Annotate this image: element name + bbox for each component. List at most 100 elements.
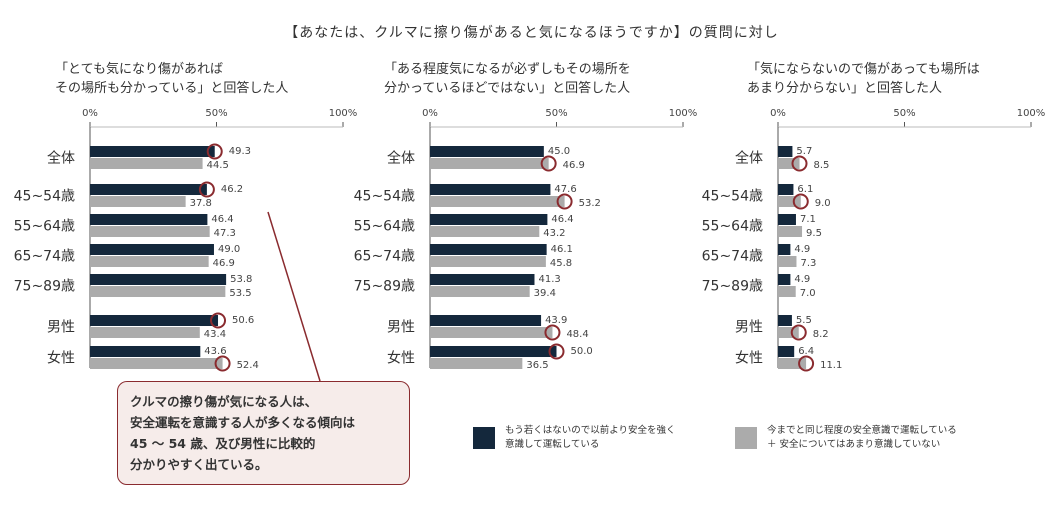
value-label: 7.3 <box>800 258 816 269</box>
bar-series-2 <box>778 358 807 369</box>
value-label: 45.8 <box>550 258 572 269</box>
x-tick-label: 100% <box>329 108 358 119</box>
callout-pointer-line <box>267 211 321 382</box>
bar-series-1 <box>430 244 547 255</box>
highlight-circle <box>210 312 227 329</box>
bar-series-2 <box>90 327 200 338</box>
bar-series-2 <box>90 196 186 207</box>
value-label: 7.1 <box>800 214 816 225</box>
bar-series-1 <box>90 214 208 225</box>
category-label: 45~54歳 <box>354 189 415 205</box>
value-label: 43.4 <box>204 329 226 340</box>
highlight-circle <box>792 193 809 210</box>
value-label: 6.4 <box>798 346 814 357</box>
value-label: 53.2 <box>579 198 601 209</box>
x-tick-label: 0% <box>422 108 438 119</box>
value-label: 48.4 <box>566 329 588 340</box>
value-label: 53.8 <box>230 274 252 285</box>
bar-series-2 <box>778 226 803 237</box>
category-label: 男性 <box>47 320 75 336</box>
legend-label-dark: もう若くはないので以前より安全を強く 意識して運転している <box>505 425 676 450</box>
bar-series-2 <box>778 158 800 169</box>
value-label: 47.3 <box>214 228 236 239</box>
category-label: 75~89歳 <box>14 279 75 295</box>
bar-series-2 <box>778 327 799 338</box>
bar-series-1 <box>778 315 792 326</box>
value-label: 43.2 <box>543 228 565 239</box>
bar-series-2 <box>90 226 210 237</box>
value-label: 6.1 <box>797 184 813 195</box>
legend-item-gray: 今までと同じ程度の安全意識で運転している ＋ 安全についてはあまり意識していない <box>735 424 957 452</box>
bar-series-2 <box>430 327 553 338</box>
bar-series-1 <box>90 184 207 195</box>
highlight-circle <box>791 155 808 172</box>
bar-series-2 <box>778 196 801 207</box>
category-label: 全体 <box>735 150 763 167</box>
bar-series-1 <box>430 214 548 225</box>
bar-series-1 <box>430 184 551 195</box>
bar-series-2 <box>430 358 523 369</box>
category-label: 45~54歳 <box>702 189 763 205</box>
value-label: 5.5 <box>796 315 812 326</box>
callout-note: クルマの擦り傷が気になる人は、 安全運転を意識する人が多くなる傾向は 45 ～ … <box>117 381 410 485</box>
highlight-circle <box>798 355 815 372</box>
value-label: 53.5 <box>229 288 251 299</box>
value-label: 46.2 <box>221 184 243 195</box>
bar-series-2 <box>90 358 223 369</box>
bar-series-1 <box>90 274 227 285</box>
x-tick-label: 50% <box>893 108 915 119</box>
bar-series-1 <box>778 214 796 225</box>
bar-series-1 <box>430 146 544 157</box>
value-label: 41.3 <box>538 274 560 285</box>
value-label: 8.2 <box>813 329 829 340</box>
category-label: 女性 <box>735 350 763 367</box>
category-label: 75~89歳 <box>702 279 763 295</box>
bar-series-2 <box>778 286 796 297</box>
value-label: 37.8 <box>190 198 212 209</box>
bar-series-1 <box>90 244 214 255</box>
value-label: 52.4 <box>237 360 259 371</box>
highlight-circle <box>544 324 561 341</box>
x-tick-label: 0% <box>770 108 786 119</box>
value-label: 43.9 <box>545 315 567 326</box>
highlight-circle <box>790 324 807 341</box>
bar-series-1 <box>778 244 791 255</box>
bar-series-2 <box>430 226 540 237</box>
value-label: 8.5 <box>814 160 830 171</box>
category-label: 65~74歳 <box>354 249 415 265</box>
value-label: 46.4 <box>211 214 233 225</box>
highlight-circle <box>198 181 215 198</box>
value-label: 11.1 <box>820 360 842 371</box>
value-label: 9.5 <box>806 228 822 239</box>
x-tick-label: 50% <box>545 108 567 119</box>
bar-series-1 <box>430 346 557 357</box>
value-label: 43.6 <box>204 346 226 357</box>
legend-label-gray: 今までと同じ程度の安全意識で運転している ＋ 安全についてはあまり意識していない <box>767 425 957 450</box>
bar-series-2 <box>430 158 549 169</box>
category-label: 75~89歳 <box>354 279 415 295</box>
bar-series-2 <box>430 256 546 267</box>
main-title: 【あなたは、クルマに擦り傷があると気になるほうですか】の質問に対し <box>284 25 779 41</box>
category-label: 女性 <box>387 350 415 367</box>
value-label: 46.4 <box>551 214 573 225</box>
value-label: 46.1 <box>551 244 573 255</box>
value-label: 4.9 <box>794 274 810 285</box>
legend-swatch-gray <box>735 427 757 449</box>
highlight-circle <box>548 343 565 360</box>
category-label: 55~64歳 <box>702 219 763 235</box>
category-label: 65~74歳 <box>14 249 75 265</box>
category-label: 全体 <box>47 150 75 167</box>
x-tick-label: 100% <box>669 108 698 119</box>
value-label: 7.0 <box>800 288 816 299</box>
x-tick-label: 50% <box>205 108 227 119</box>
value-label: 45.0 <box>548 146 570 157</box>
bar-series-1 <box>778 346 795 357</box>
value-label: 9.0 <box>815 198 831 209</box>
value-label: 5.7 <box>796 146 812 157</box>
bar-series-1 <box>778 146 793 157</box>
category-label: 55~64歳 <box>354 219 415 235</box>
value-label: 49.0 <box>218 244 240 255</box>
value-label: 44.5 <box>207 160 229 171</box>
